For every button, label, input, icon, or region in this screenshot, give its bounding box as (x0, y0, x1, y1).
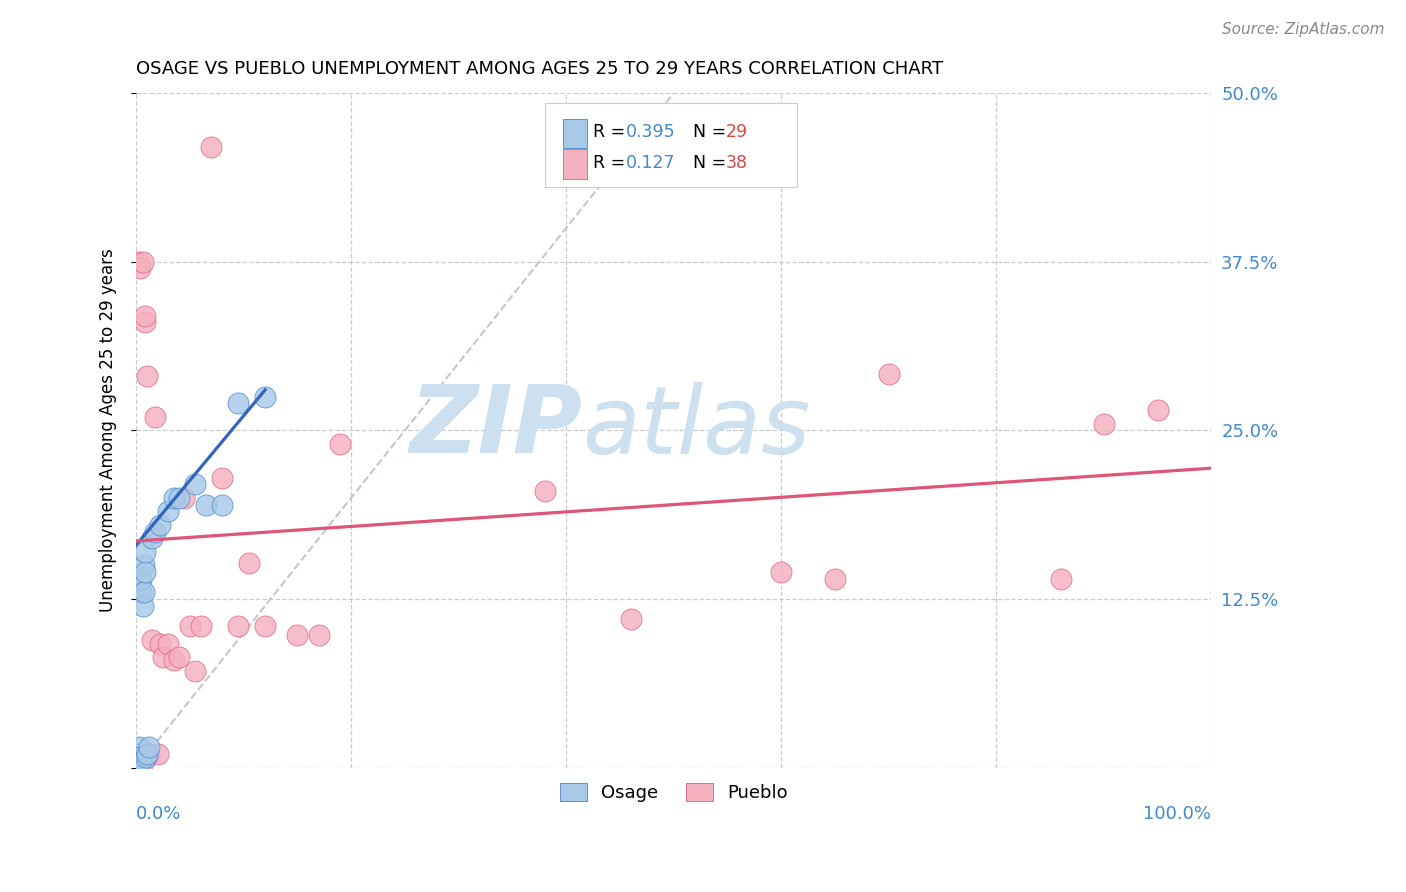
Point (134, 315, 156, 329)
Point (145, 409, 167, 424)
Point (190, 619, 212, 633)
Point (152, 650, 174, 665)
Point (200, 140, 222, 154)
Point (128, 740, 150, 755)
Point (226, 619, 249, 633)
Point (211, 498, 233, 512)
Point (184, 664, 207, 678)
Y-axis label: Unemployment Among Ages 25 to 29 years: Unemployment Among Ages 25 to 29 years (100, 249, 117, 612)
Point (254, 619, 277, 633)
Point (226, 396, 249, 410)
FancyBboxPatch shape (562, 149, 586, 178)
Point (128, 747, 150, 762)
Point (308, 628, 330, 642)
Point (127, 754, 149, 768)
Point (128, 254, 150, 268)
Point (138, 747, 160, 762)
Point (287, 628, 309, 642)
Point (179, 619, 201, 633)
Point (173, 491, 195, 505)
Point (167, 491, 190, 505)
Point (167, 650, 190, 665)
Point (1050, 572, 1073, 586)
Point (824, 572, 846, 586)
Text: Source: ZipAtlas.com: Source: ZipAtlas.com (1222, 22, 1385, 37)
Point (149, 517, 172, 532)
Point (129, 754, 152, 768)
Point (163, 653, 186, 667)
Point (146, 747, 169, 762)
Point (141, 531, 163, 545)
Text: N =: N = (693, 123, 733, 141)
Point (135, 369, 157, 384)
Point (877, 367, 900, 381)
Point (254, 390, 277, 404)
Point (138, 740, 160, 755)
Text: OSAGE VS PUEBLO UNEMPLOYMENT AMONG AGES 25 TO 29 YEARS CORRELATION CHART: OSAGE VS PUEBLO UNEMPLOYMENT AMONG AGES … (136, 60, 943, 78)
Text: 29: 29 (725, 123, 748, 141)
Point (134, 565, 156, 579)
Point (141, 632, 163, 647)
Point (131, 754, 153, 768)
Text: 0.0%: 0.0% (136, 805, 181, 822)
Point (134, 309, 156, 323)
Point (145, 524, 167, 539)
Point (1146, 403, 1168, 417)
Point (135, 750, 157, 764)
Point (134, 545, 156, 559)
Point (184, 477, 207, 491)
Point (132, 585, 155, 599)
Point (195, 498, 218, 512)
Point (127, 751, 149, 765)
Text: ZIP: ZIP (409, 381, 582, 473)
FancyBboxPatch shape (562, 119, 586, 148)
Point (163, 491, 186, 505)
Point (620, 612, 643, 626)
FancyBboxPatch shape (544, 103, 797, 187)
Point (238, 556, 260, 570)
Point (149, 636, 172, 650)
Legend: Osage, Pueblo: Osage, Pueblo (553, 775, 794, 809)
Point (211, 470, 233, 484)
Text: 100.0%: 100.0% (1143, 805, 1212, 822)
Point (131, 572, 153, 586)
Text: atlas: atlas (582, 382, 811, 473)
Point (1092, 417, 1115, 431)
Point (329, 437, 352, 451)
Point (131, 747, 153, 762)
Point (157, 636, 180, 650)
Point (131, 585, 153, 599)
Point (127, 754, 149, 768)
Text: 38: 38 (725, 154, 748, 172)
Point (129, 261, 152, 276)
Text: 0.395: 0.395 (626, 123, 675, 141)
Text: N =: N = (693, 154, 733, 172)
Point (131, 254, 153, 268)
Point (127, 747, 149, 762)
Point (132, 558, 155, 573)
Point (157, 504, 180, 518)
Point (135, 747, 157, 762)
Text: R =: R = (593, 123, 631, 141)
Point (533, 484, 555, 499)
Point (131, 599, 153, 613)
Point (132, 754, 155, 768)
Point (770, 565, 793, 579)
Point (129, 750, 152, 764)
Text: R =: R = (593, 154, 631, 172)
Text: 0.127: 0.127 (626, 154, 675, 172)
